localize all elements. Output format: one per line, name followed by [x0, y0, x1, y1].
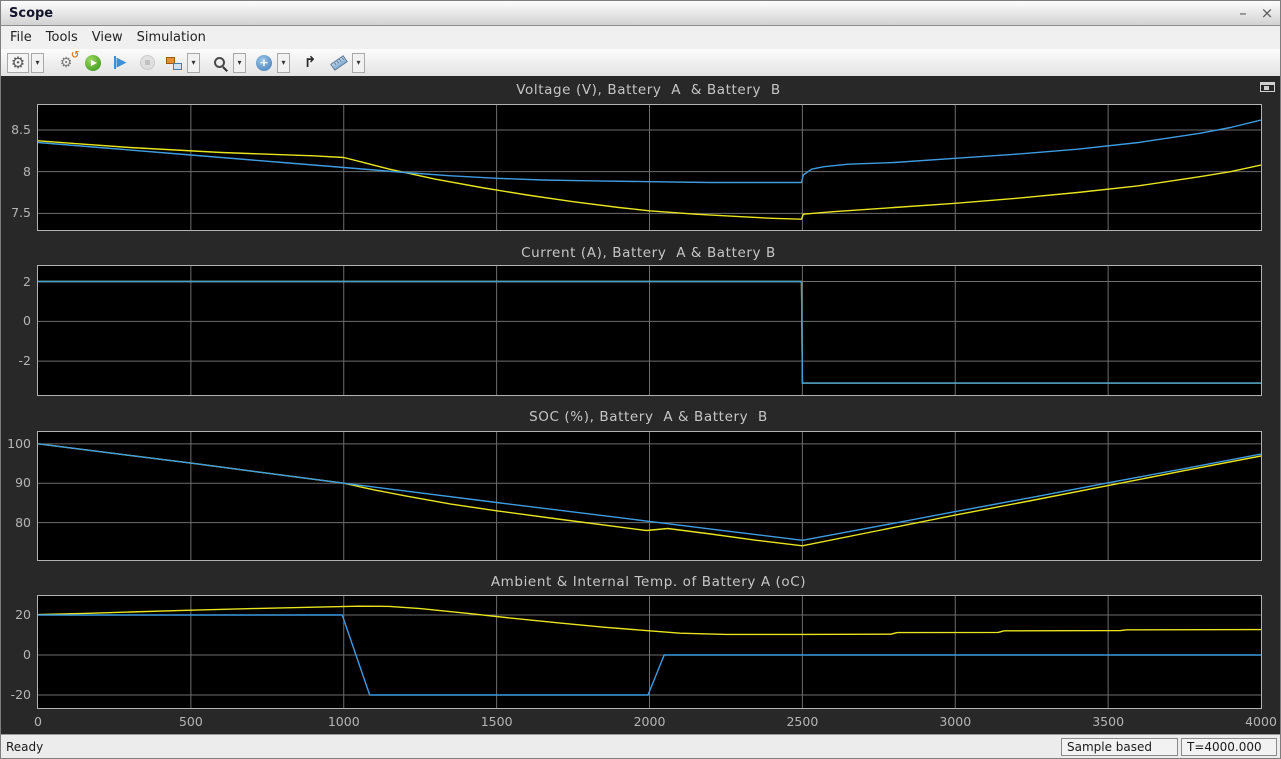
simulink-snapshot-button[interactable]: ⚙ [55, 53, 77, 73]
y-tick-label: 7.5 [1, 205, 31, 220]
temp-plot-canvas[interactable] [37, 595, 1262, 709]
sim-time-field: T=4000.000 [1181, 738, 1277, 756]
stop-button[interactable] [136, 53, 158, 73]
zoom-button[interactable] [209, 53, 231, 73]
fit-to-view-dropdown-button[interactable]: ▾ [277, 53, 290, 73]
y-tick-label: 100 [1, 436, 31, 451]
minimize-button[interactable]: – [1232, 3, 1254, 23]
x-tick-label: 1000 [314, 714, 374, 729]
x-tick-label: 3000 [925, 714, 985, 729]
measurements-dropdown-button[interactable]: ▾ [352, 53, 365, 73]
x-tick-label: 3500 [1078, 714, 1138, 729]
status-bar: Ready Sample based T=4000.000 [1, 734, 1280, 758]
x-tick-label: 2000 [620, 714, 680, 729]
zoom-icon [212, 55, 228, 71]
y-tick-label: -20 [1, 687, 31, 702]
menu-tools[interactable]: Tools [39, 28, 85, 47]
close-button[interactable]: × [1256, 3, 1278, 23]
trigger-icon: ↱ [304, 55, 317, 70]
voltage-plot-title: Voltage (V), Battery A & Battery B [37, 82, 1260, 98]
current-plot-canvas[interactable] [37, 265, 1262, 396]
signal-selector-dropdown-button[interactable]: ▾ [187, 53, 200, 73]
y-tick-label: 0 [1, 313, 31, 328]
y-tick-label: 8.5 [1, 122, 31, 137]
y-tick-label: 8 [1, 164, 31, 179]
current-plot-title: Current (A), Battery A & Battery B [37, 245, 1260, 261]
signal-selector-icon [166, 56, 182, 70]
zoom-dropdown-button[interactable]: ▾ [233, 53, 246, 73]
menu-bar: FileToolsViewSimulation [1, 26, 1280, 49]
soc-plot-canvas[interactable] [37, 431, 1262, 561]
x-tick-label: 1500 [467, 714, 527, 729]
sample-mode-field: Sample based [1061, 738, 1178, 756]
menu-file[interactable]: File [3, 28, 39, 47]
y-tick-label: 80 [1, 515, 31, 530]
fit-to-view-button[interactable] [253, 53, 275, 73]
soc-plot-title: SOC (%), Battery A & Battery B [37, 409, 1260, 425]
step-forward-button[interactable]: ▶ [109, 53, 131, 73]
ruler-icon [330, 55, 348, 71]
signal-selector-button[interactable] [163, 53, 185, 73]
x-tick-label: 500 [161, 714, 221, 729]
parameters-button[interactable]: ⚙ [7, 53, 29, 73]
scope-window: Scope – × FileToolsViewSimulation ⚙ ▾ ⚙ ▶ ▶ ▾… [0, 0, 1281, 759]
toolbar: ⚙ ▾ ⚙ ▶ ▶ ▾ ▾ ▾ ↱ ▾ [1, 49, 1280, 76]
fit-to-view-icon [256, 55, 272, 71]
y-tick-label: 90 [1, 475, 31, 490]
run-icon: ▶ [85, 55, 101, 71]
x-tick-label: 0 [8, 714, 68, 729]
x-tick-label: 2500 [772, 714, 832, 729]
trigger-button[interactable]: ↱ [299, 53, 321, 73]
measurements-button[interactable] [328, 53, 350, 73]
step-forward-icon: ▶ [114, 56, 127, 69]
y-tick-label: 20 [1, 607, 31, 622]
window-title: Scope [1, 6, 1232, 21]
menu-view[interactable]: View [85, 28, 130, 47]
dock-scope-icon[interactable] [1260, 82, 1275, 92]
voltage-plot-canvas[interactable] [37, 104, 1262, 231]
run-button[interactable]: ▶ [82, 53, 104, 73]
status-text: Ready [1, 740, 1061, 754]
stop-icon [140, 55, 155, 70]
menu-simulation[interactable]: Simulation [130, 28, 213, 47]
x-tick-label: 4000 [1231, 714, 1281, 729]
plot-area: Voltage (V), Battery A & Battery B Curre… [1, 76, 1280, 734]
temp-plot-title: Ambient & Internal Temp. of Battery A (o… [37, 574, 1260, 590]
y-tick-label: -2 [1, 353, 31, 368]
y-tick-label: 0 [1, 647, 31, 662]
gear-icon: ⚙ [11, 55, 25, 71]
y-tick-label: 2 [1, 274, 31, 289]
gear-arrow-icon: ⚙ [60, 56, 73, 70]
title-bar: Scope – × [1, 1, 1280, 26]
parameters-dropdown-button[interactable]: ▾ [31, 53, 44, 73]
